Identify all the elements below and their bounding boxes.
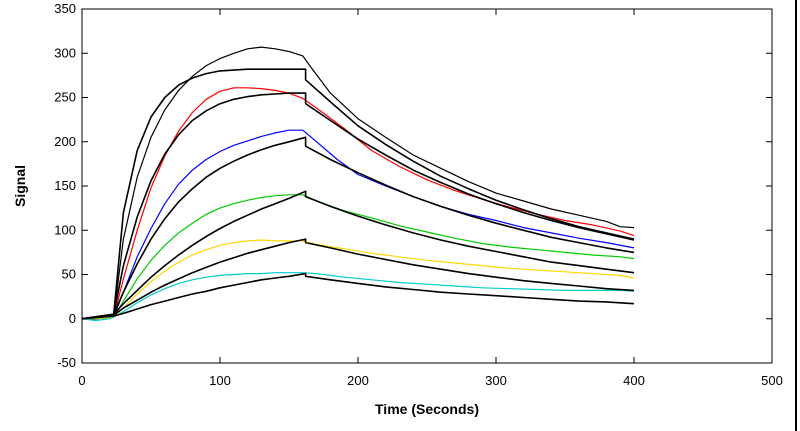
- x-axis-ticks: 0 100 200 300 400 500: [78, 9, 783, 388]
- y-tick-label: 50: [62, 267, 76, 282]
- x-axis-title: Time (Seconds): [375, 401, 479, 417]
- x-tick-label: 100: [209, 373, 231, 388]
- data-line-1: [82, 46, 635, 320]
- y-tick-label: 200: [54, 134, 76, 149]
- series-layer: [81, 46, 635, 322]
- y-tick-label: 350: [54, 1, 76, 16]
- x-tick-label: 300: [485, 373, 507, 388]
- data-line-4: [81, 194, 635, 320]
- y-tick-label: 0: [69, 311, 76, 326]
- y-axis-title: Signal: [12, 165, 28, 207]
- x-tick-label: 500: [761, 373, 783, 388]
- x-tick-label: 200: [347, 373, 369, 388]
- y-tick-label: 150: [54, 178, 76, 193]
- x-tick-label: 400: [623, 373, 645, 388]
- window-border-right: [795, 0, 797, 431]
- plot-frame: [81, 8, 773, 364]
- fit-line-1: [81, 68, 635, 320]
- fit-line-6: [81, 272, 635, 320]
- data-line-2: [81, 87, 635, 320]
- fit-line-4: [81, 190, 635, 320]
- data-line-5: [81, 239, 635, 320]
- fit-line-5: [81, 238, 635, 320]
- fit-line-2: [81, 92, 635, 320]
- y-tick-label: 100: [54, 222, 76, 237]
- y-axis-ticks: -50 0 50 100 150 200 250 300 350: [54, 1, 772, 370]
- x-tick-label: 0: [78, 373, 85, 388]
- y-tick-label: 250: [54, 90, 76, 105]
- y-tick-label: 300: [54, 45, 76, 60]
- data-line-3: [81, 129, 635, 320]
- data-line-6: [81, 272, 635, 322]
- fit-line-3: [81, 136, 635, 320]
- y-tick-label: -50: [57, 355, 76, 370]
